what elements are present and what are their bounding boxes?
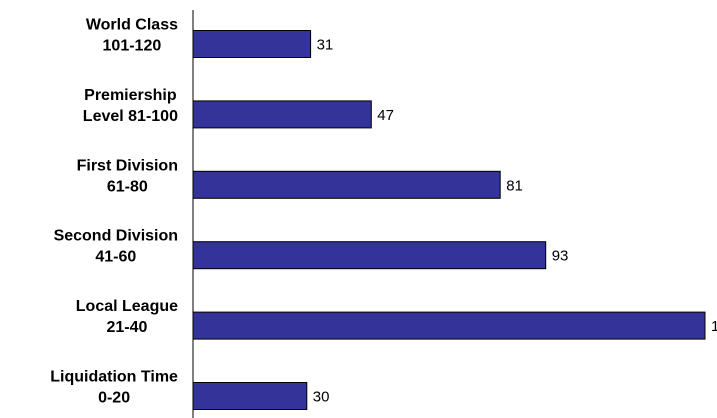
category-label-3: Second Division 41-60 <box>54 228 178 266</box>
value-label-3: 93 <box>552 248 569 265</box>
bar-5 <box>192 382 308 410</box>
bar-1 <box>192 100 372 129</box>
value-labels-group: 31 47 81 93 135 30 <box>313 37 717 406</box>
category-label-line: 61-80 <box>107 178 148 195</box>
category-label-line: Second Division <box>54 228 178 245</box>
category-label-line: 21-40 <box>106 319 147 336</box>
category-label-1: Premiership Level 81-100 <box>83 87 178 125</box>
category-labels-group: World Class 101-120 Premiership Level 81-10… <box>50 17 178 407</box>
bar-4 <box>192 311 706 340</box>
category-label-line: Local League <box>76 298 178 315</box>
category-label-line: Level 81-100 <box>83 108 178 125</box>
value-label-0: 31 <box>317 37 334 54</box>
bar-3 <box>192 241 547 270</box>
value-label-5: 30 <box>313 389 330 406</box>
category-label-line: World Class <box>86 17 178 34</box>
bar-2 <box>192 170 501 199</box>
value-label-4: 135 <box>711 318 717 335</box>
value-label-2: 81 <box>506 177 523 194</box>
category-label-line: Premiership <box>84 87 177 104</box>
category-label-line: Liquidation Time <box>50 369 178 386</box>
category-label-4: Local League 21-40 <box>76 298 178 336</box>
category-label-5: Liquidation Time 0-20 <box>50 369 178 407</box>
category-label-2: First Division 61-80 <box>77 157 178 195</box>
bar-0 <box>192 30 312 58</box>
category-label-line: 41-60 <box>95 249 136 266</box>
category-label-line: First Division <box>77 157 178 174</box>
category-label-0: World Class 101-120 <box>86 17 178 55</box>
category-label-line: 0-20 <box>98 390 130 407</box>
value-label-1: 47 <box>377 107 394 124</box>
category-label-line: 101-120 <box>103 38 162 55</box>
bars-group <box>192 30 706 410</box>
